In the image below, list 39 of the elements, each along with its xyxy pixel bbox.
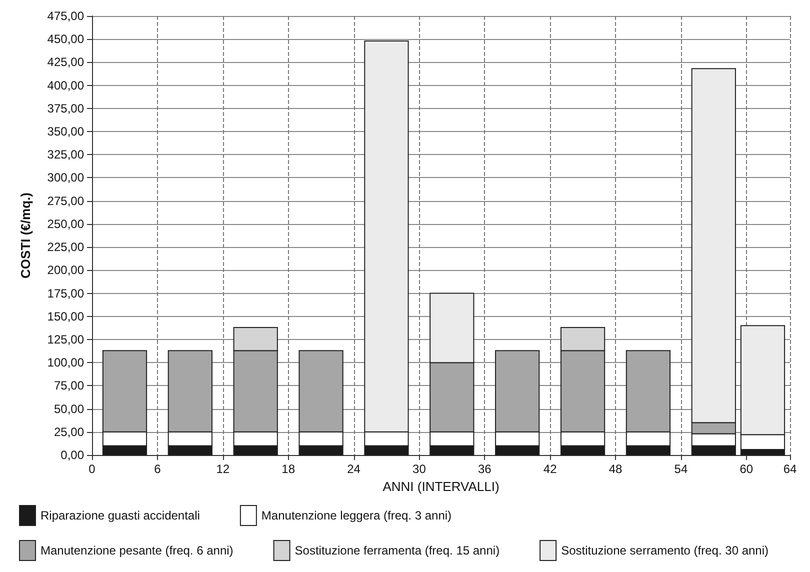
y-tick-label: 125,00	[47, 332, 84, 346]
y-tick-label: 350,00	[47, 124, 84, 139]
y-tick-label: 225,00	[47, 240, 84, 254]
y-tick-label: 475,00	[47, 9, 84, 23]
y-tick-label: 275,00	[47, 194, 84, 208]
y-tick-label: 50,00	[54, 402, 84, 416]
y-tick-label: 175,00	[47, 286, 84, 300]
y-tick-label: 100,00	[47, 356, 84, 370]
y-tick-label: 75,00	[54, 378, 84, 393]
x-axis-title: ANNI (INTERVALLI)	[382, 478, 500, 494]
y-tick-label: 400,00	[47, 78, 84, 92]
y-tick-label: 375,00	[47, 101, 84, 116]
x-tick-label: 60	[740, 462, 754, 476]
y-tick-label: 25,00	[54, 424, 84, 439]
x-tick-label: 18	[282, 462, 296, 476]
y-tick-label: 325,00	[47, 148, 84, 162]
legend-label: Manutenzione leggera (freq. 3 anni)	[261, 508, 452, 522]
x-tick-label: 0	[88, 462, 96, 476]
legend-label: Sostituzione serramento (freq. 30 anni)	[561, 544, 769, 558]
legend-label: Riparazione guasti accidentali	[40, 508, 200, 522]
y-tick-label: 425,00	[47, 55, 84, 70]
x-tick-label: 64	[783, 462, 797, 476]
y-tick-label: 450,00	[47, 32, 84, 46]
x-tick-label: 6	[154, 462, 162, 476]
x-tick-label: 24	[347, 462, 361, 476]
x-tick-label: 48	[608, 462, 622, 476]
legend-label: Sostituzione ferramenta (freq. 15 anni)	[294, 544, 500, 558]
legend-label: Manutenzione pesante (freq. 6 anni)	[40, 544, 234, 558]
x-tick-label: 30	[412, 462, 426, 476]
x-tick-label: 12	[216, 462, 230, 476]
y-axis-title: COSTI (€/mq.)	[18, 192, 33, 278]
y-tick-label: 150,00	[47, 309, 84, 324]
y-tick-label: 200,00	[47, 263, 84, 278]
x-tick-label: 54	[674, 462, 688, 476]
x-tick-label: 36	[478, 462, 492, 476]
y-tick-label: 250,00	[47, 216, 84, 231]
x-tick-label: 42	[543, 462, 558, 476]
y-tick-label: 0,00	[60, 448, 84, 462]
y-tick-label: 300,00	[47, 170, 84, 185]
